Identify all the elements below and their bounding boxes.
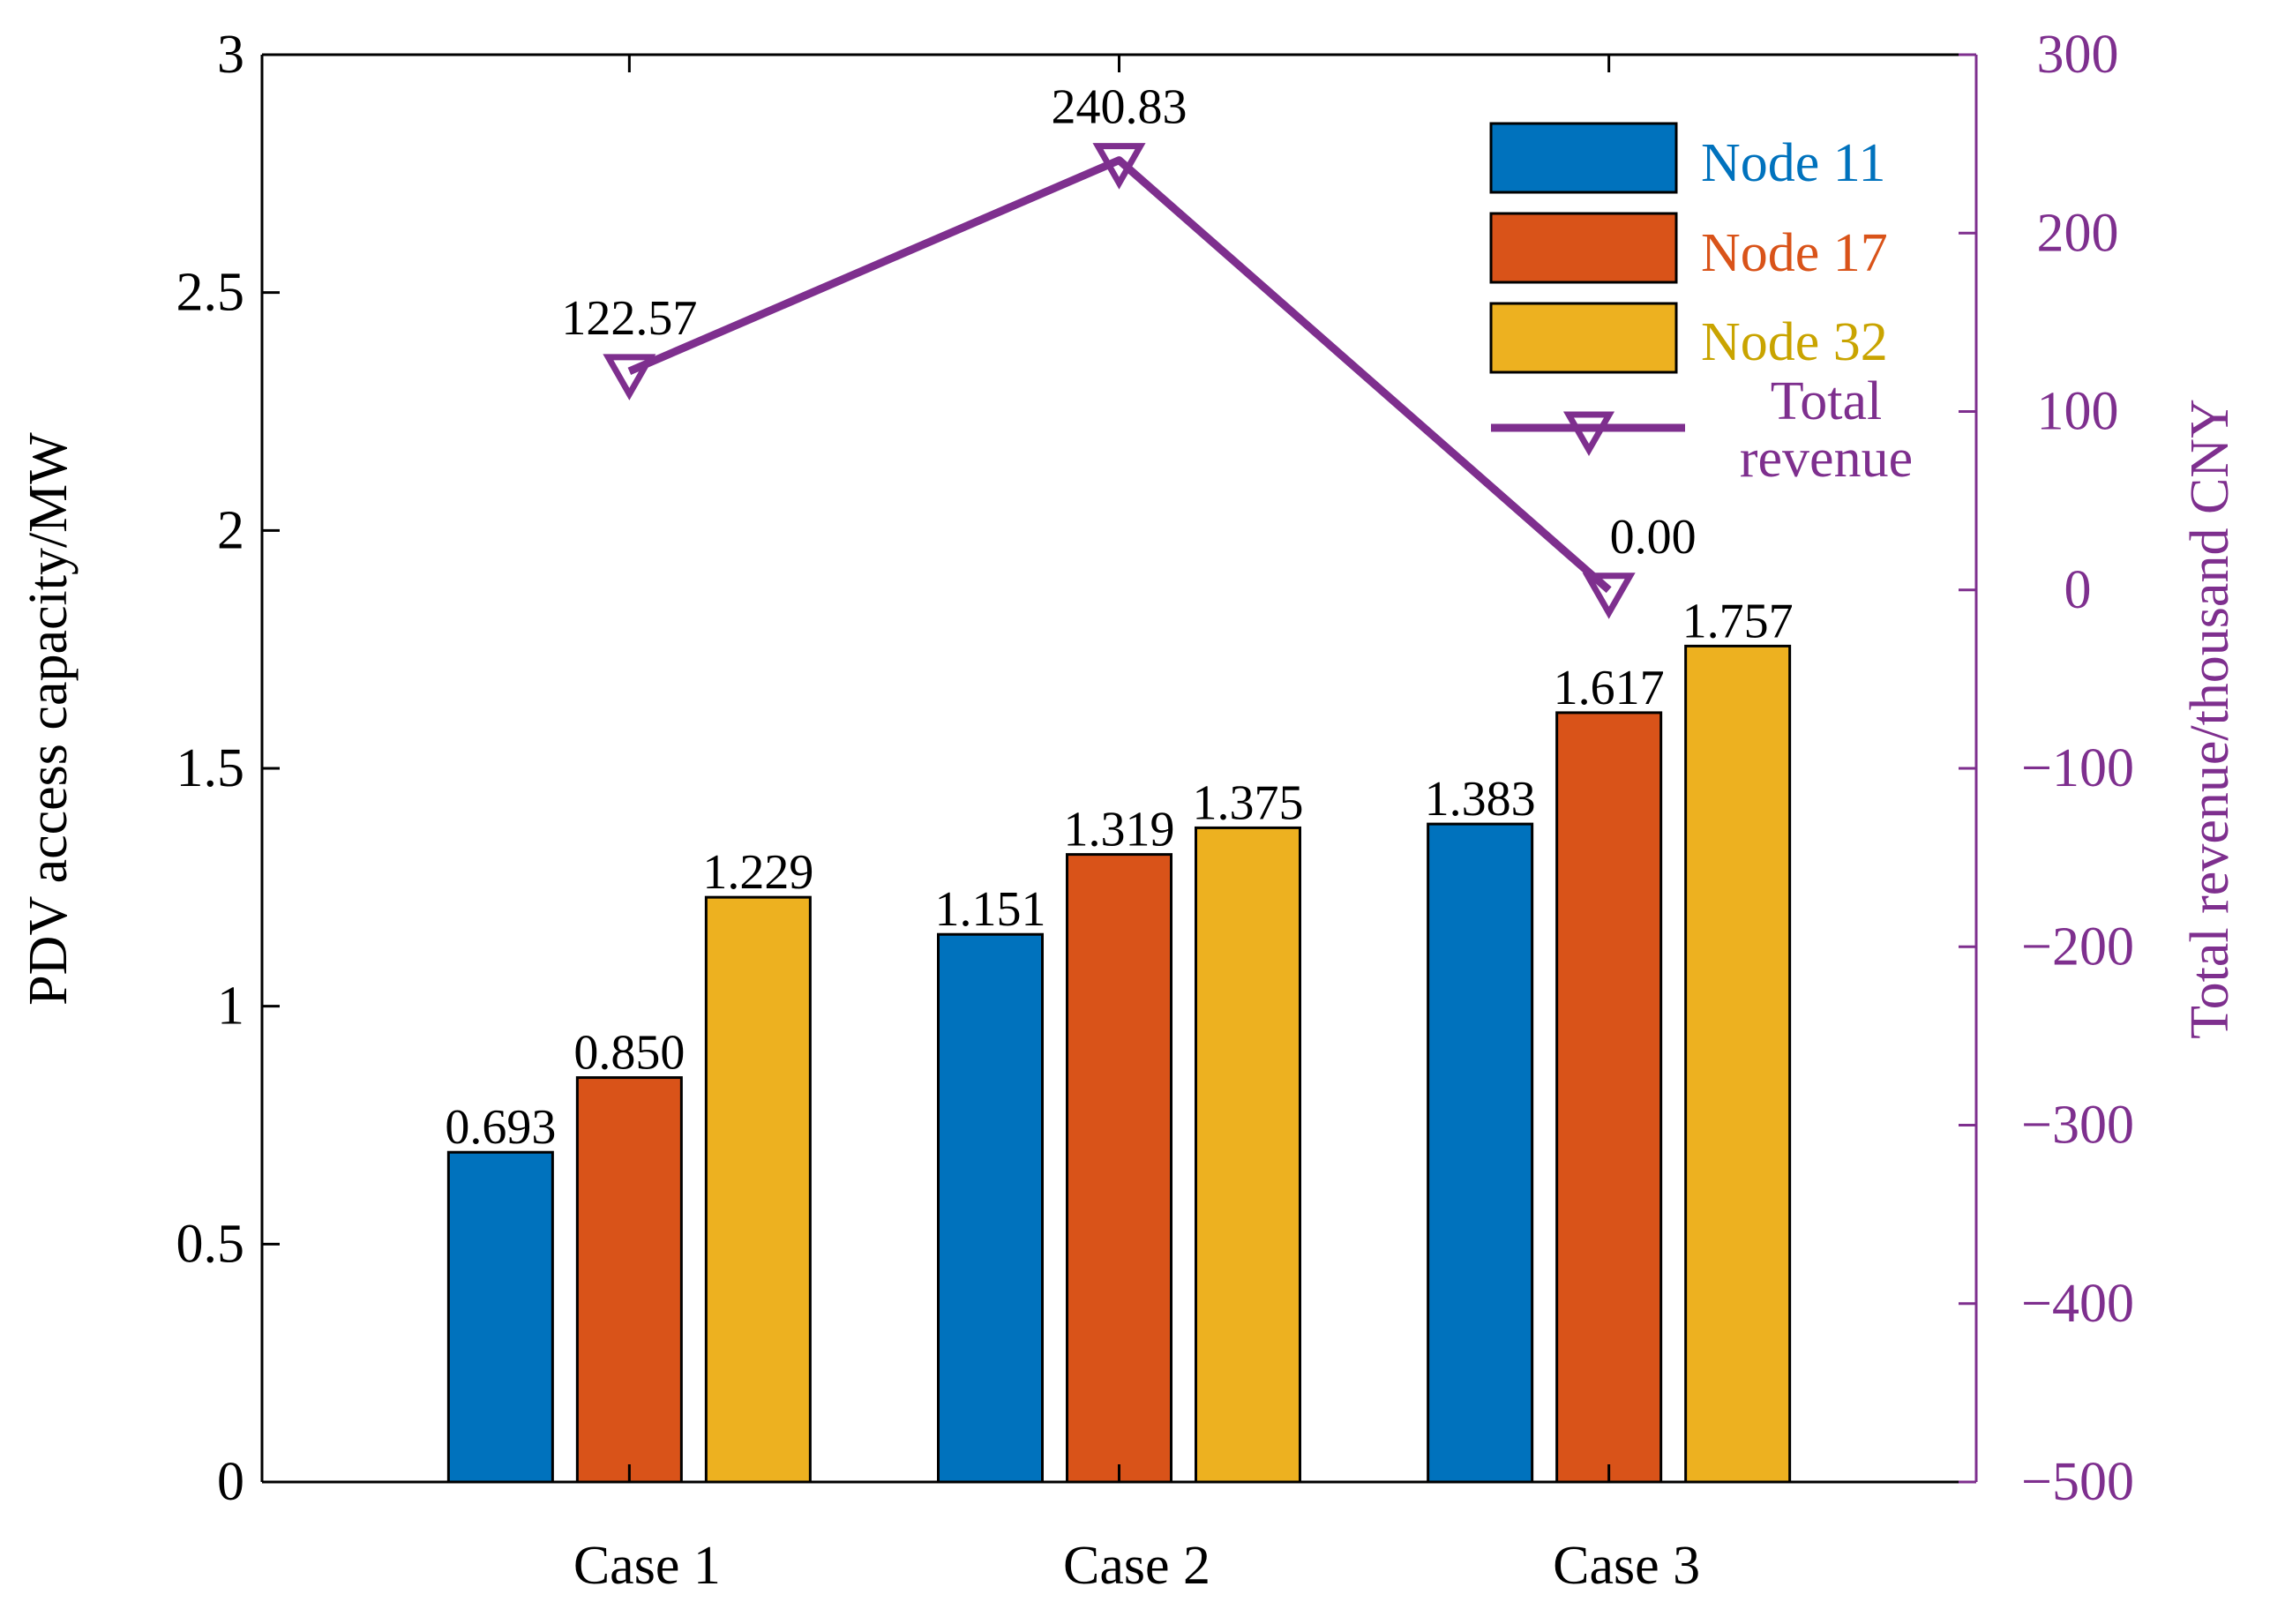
- right-tick-label-7: 200: [2037, 203, 2119, 263]
- legend-label-node-32: Node 32: [1701, 312, 1888, 372]
- bars-layer: [446, 644, 1792, 1484]
- bar-label-node-17-case-2: 1.319: [1064, 803, 1175, 857]
- x-tick-label-case-2: Case 2: [1063, 1536, 1210, 1596]
- left-tick-label-6: 3: [217, 25, 244, 85]
- total-revenue-label-case-2: 240.83: [1052, 80, 1187, 135]
- left-tick-label-4: 2: [217, 500, 244, 560]
- left-tick-label-0: 0: [217, 1452, 244, 1512]
- right-axis-title: Total revenue/thousand CNY: [2180, 399, 2240, 1039]
- right-tick-label-2: −300: [2021, 1096, 2134, 1156]
- bar-label-node-32-case-3: 1.757: [1682, 594, 1794, 648]
- legend-label-total-revenue-line1: Total: [1771, 371, 1883, 431]
- bar-label-node-17-case-1: 0.850: [573, 1026, 685, 1081]
- bar-node-17-case-3: [1555, 711, 1663, 1484]
- right-tick-label-1: −400: [2021, 1274, 2134, 1334]
- legend-swatch-node-11: [1489, 122, 1678, 194]
- revenue-line-layer: [603, 143, 1636, 619]
- left-tick-label-5: 2.5: [176, 263, 245, 323]
- left-tick-label-1: 0.5: [176, 1214, 245, 1274]
- right-tick-label-8: 300: [2037, 25, 2119, 85]
- right-tick-label-4: −100: [2021, 738, 2134, 798]
- right-tick-label-3: −200: [2021, 917, 2134, 977]
- total-revenue-line: [627, 156, 1612, 594]
- bar-label-node-11-case-1: 0.693: [445, 1100, 556, 1155]
- bar-node-17-case-2: [1066, 853, 1172, 1484]
- total-revenue-marker-case-2: [1092, 143, 1146, 190]
- bar-label-node-32-case-1: 1.229: [702, 845, 813, 900]
- legend-label-node-11: Node 11: [1701, 133, 1886, 193]
- left-tick-label-2: 1: [217, 977, 244, 1037]
- bar-label-node-32-case-2: 1.375: [1193, 775, 1304, 830]
- right-tick-label-5: 0: [2064, 560, 2092, 620]
- legend-label-node-17: Node 17: [1701, 223, 1888, 283]
- legend-marker-total-revenue: [1562, 411, 1615, 457]
- bar-node-17-case-1: [575, 1076, 683, 1484]
- data-labels-layer: 0.693 1.151 1.383 0.850 1.319 1.617 1.229 1.375…: [445, 80, 1793, 1156]
- right-tick-label-6: 100: [2037, 382, 2119, 442]
- total-revenue-marker-case-3: [1582, 573, 1636, 619]
- left-axis-title: PDV access capacity/MW: [19, 432, 79, 1006]
- bar-node-32-case-1: [704, 895, 812, 1484]
- total-revenue-marker-case-1: [603, 354, 656, 400]
- bar-node-32-case-2: [1195, 826, 1301, 1484]
- bar-label-node-11-case-2: 1.151: [935, 882, 1046, 937]
- bar-label-node-17-case-3: 1.617: [1554, 661, 1665, 715]
- legend-swatch-node-17: [1489, 212, 1678, 284]
- total-revenue-label-case-1: 122.57: [561, 291, 697, 346]
- total-revenue-label-case-3: 0.00: [1610, 510, 1697, 565]
- bar-node-32-case-3: [1684, 644, 1792, 1484]
- x-tick-label-case-1: Case 1: [573, 1536, 721, 1596]
- legend: Node 11 Node 17 Node 32 Total revenue: [1489, 122, 1913, 489]
- bar-node-11-case-3: [1427, 822, 1534, 1484]
- bar-node-11-case-2: [937, 932, 1044, 1484]
- left-tick-label-3: 1.5: [176, 738, 245, 798]
- legend-label-total-revenue-line2: revenue: [1740, 429, 1913, 489]
- bar-node-11-case-1: [446, 1150, 554, 1484]
- x-tick-label-case-3: Case 3: [1553, 1536, 1700, 1596]
- right-tick-label-0: −500: [2021, 1452, 2134, 1512]
- bar-label-node-11-case-3: 1.383: [1425, 772, 1536, 827]
- legend-swatch-node-32: [1489, 302, 1678, 374]
- axes-layer: 0 0.5 1 1.5 2 2.5 3 −500 −400 −300 −200 −100 0 100 200…: [176, 25, 2134, 1596]
